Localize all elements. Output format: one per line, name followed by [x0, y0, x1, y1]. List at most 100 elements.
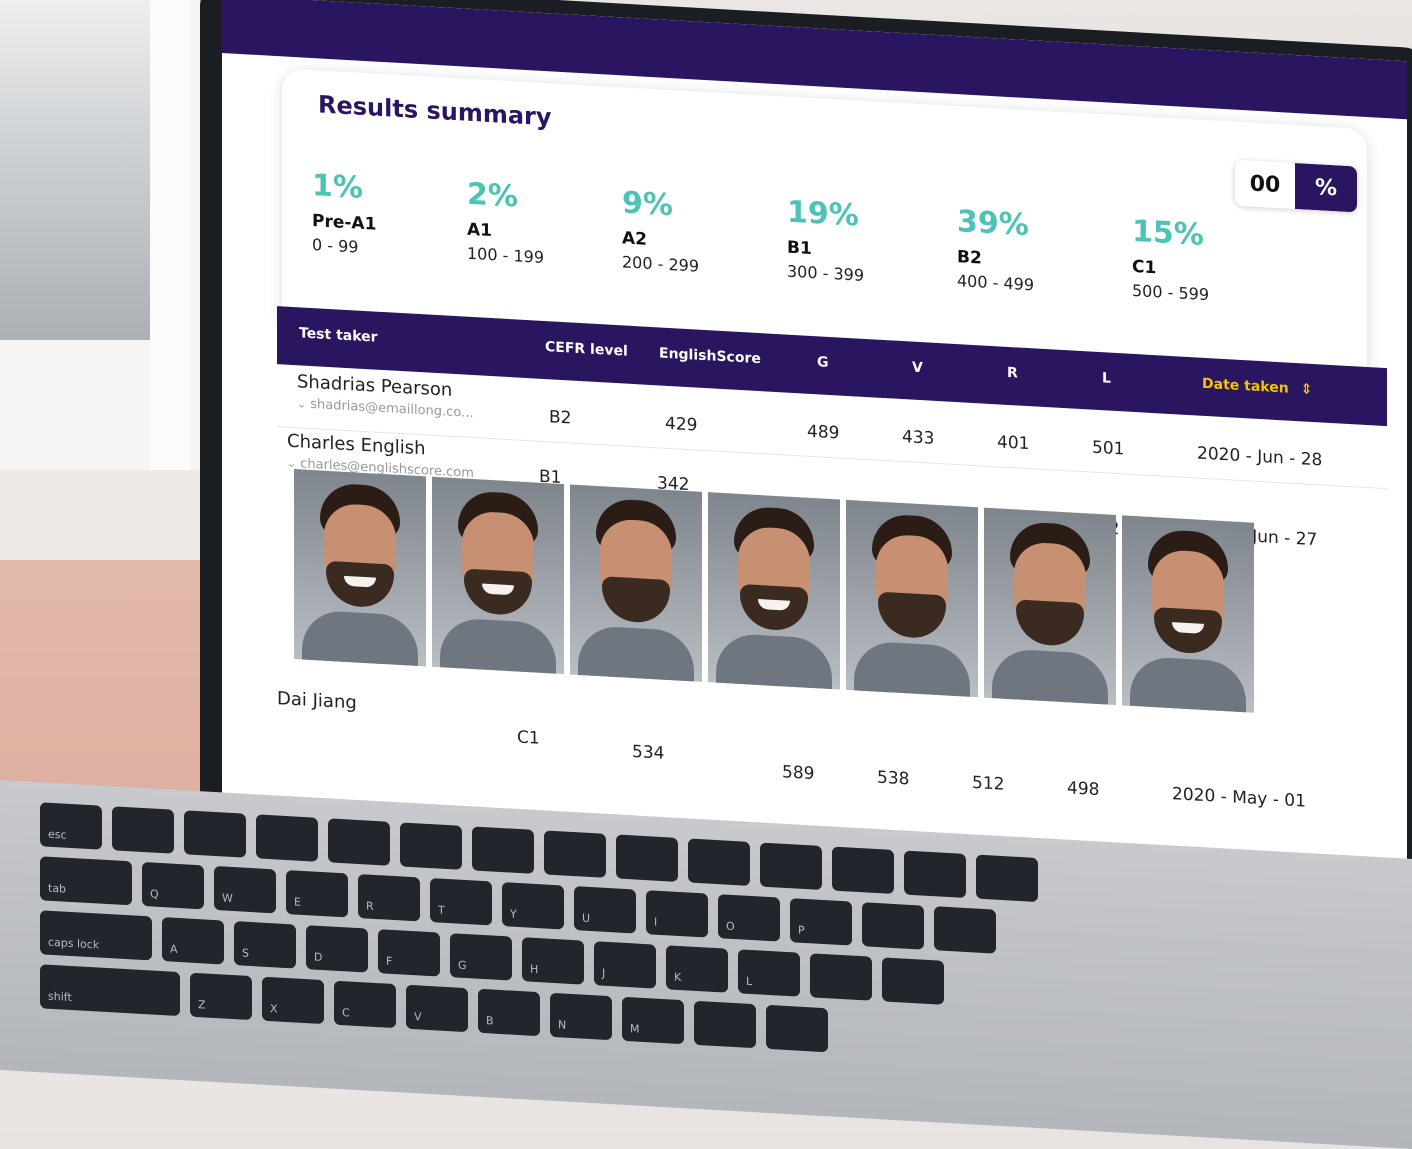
key-shift[interactable]: shift	[40, 964, 180, 1017]
band-percent: 15%	[1132, 213, 1204, 253]
key-g[interactable]: G	[450, 933, 512, 981]
band-pre-a1: 1% Pre-A1 0 - 99	[312, 168, 462, 262]
key-s[interactable]: S	[234, 921, 296, 969]
col-l[interactable]: L	[1102, 370, 1111, 387]
count-mode-button[interactable]: 00	[1235, 159, 1295, 209]
englishscore-cell: 429	[665, 413, 698, 436]
r-cell: 512	[972, 772, 1005, 795]
key[interactable]	[904, 850, 966, 899]
key-d[interactable]: D	[306, 925, 368, 973]
results-summary-title: Results summary	[318, 90, 552, 132]
englishscore-cell: 534	[632, 741, 665, 764]
key-r[interactable]: R	[358, 874, 420, 922]
face-photo	[1122, 515, 1254, 713]
test-taker-cell: Dai Jiang	[277, 688, 357, 713]
key-k[interactable]: K	[666, 945, 728, 993]
face-photo	[846, 499, 978, 698]
col-r[interactable]: R	[1007, 364, 1018, 382]
key[interactable]	[934, 906, 996, 954]
key-z[interactable]: Z	[190, 972, 252, 1021]
key-tab[interactable]: tab	[40, 856, 132, 906]
key[interactable]	[256, 814, 318, 862]
chevron-down-icon[interactable]: ⌄	[297, 397, 307, 411]
key-l[interactable]: L	[738, 949, 800, 997]
key-x[interactable]: X	[262, 976, 324, 1025]
key-t[interactable]: T	[430, 878, 492, 926]
band-range: 300 - 399	[787, 261, 865, 285]
col-cefr-level[interactable]: CEFR level	[545, 339, 628, 360]
key[interactable]	[760, 842, 822, 890]
face-photo	[294, 469, 426, 667]
face-photo-strip	[294, 469, 1254, 723]
key[interactable]	[544, 830, 606, 878]
percent-mode-button[interactable]: %	[1295, 162, 1357, 213]
window-bar	[150, 0, 190, 520]
key-i[interactable]: I	[646, 890, 708, 938]
key[interactable]	[616, 834, 678, 882]
cefr-cell: B2	[549, 407, 572, 429]
band-level: A1	[467, 219, 492, 242]
key-c[interactable]: C	[334, 980, 396, 1029]
key[interactable]	[810, 953, 872, 1001]
key[interactable]	[688, 838, 750, 886]
col-test-taker[interactable]: Test taker	[299, 325, 378, 346]
key-q[interactable]: Q	[142, 861, 204, 910]
key[interactable]	[882, 957, 944, 1005]
key-p[interactable]: P	[790, 898, 852, 946]
key-b[interactable]: B	[478, 988, 540, 1037]
band-a1: 2% A1 100 - 199	[467, 177, 617, 271]
key-o[interactable]: O	[718, 894, 780, 942]
band-level: B2	[957, 247, 982, 269]
key-e[interactable]: E	[286, 869, 348, 918]
face-photo	[570, 484, 702, 682]
key-caps-lock[interactable]: caps lock	[40, 910, 152, 961]
face-photo	[708, 492, 840, 690]
band-c1: 15% C1 500 - 599	[1132, 214, 1282, 308]
band-percent: 19%	[787, 194, 859, 234]
key-j[interactable]: J	[594, 941, 656, 989]
key-h[interactable]: H	[522, 937, 584, 985]
key[interactable]	[832, 846, 894, 894]
key[interactable]	[976, 854, 1038, 903]
key-v[interactable]: V	[406, 984, 468, 1033]
key-a[interactable]: A	[162, 917, 224, 965]
band-range: 400 - 499	[957, 271, 1035, 295]
key[interactable]	[862, 902, 924, 950]
col-date-taken[interactable]: Date taken ⇕	[1202, 376, 1312, 398]
key-n[interactable]: N	[550, 992, 612, 1041]
col-englishscore[interactable]: EnglishScore	[659, 345, 761, 368]
col-g[interactable]: G	[817, 354, 829, 371]
band-range: 500 - 599	[1132, 280, 1210, 305]
key-w[interactable]: W	[214, 865, 276, 914]
key[interactable]	[694, 1000, 756, 1049]
key[interactable]	[472, 826, 534, 874]
key[interactable]	[766, 1004, 828, 1053]
face-photo	[984, 507, 1116, 705]
band-level: A2	[622, 228, 647, 250]
l-cell: 498	[1067, 778, 1100, 801]
key[interactable]	[184, 810, 246, 858]
band-level: Pre-A1	[312, 211, 377, 235]
band-percent: 39%	[957, 204, 1029, 244]
col-v[interactable]: V	[912, 359, 923, 377]
g-cell: 489	[807, 421, 840, 444]
key-esc[interactable]: esc	[40, 802, 102, 850]
date-cell: 2020 - Jun - 28	[1197, 443, 1323, 471]
key-f[interactable]: F	[378, 929, 440, 977]
band-percent: 1%	[312, 168, 363, 206]
g-cell: 589	[782, 762, 815, 785]
key-m[interactable]: M	[622, 996, 684, 1045]
display-mode-toggle[interactable]: 00 %	[1235, 159, 1357, 213]
sort-icon[interactable]: ⇕	[1300, 381, 1313, 398]
band-b2: 39% B2 400 - 499	[957, 204, 1107, 298]
key-y[interactable]: Y	[502, 882, 564, 930]
col-date-taken-label: Date taken	[1202, 375, 1289, 397]
band-level: C1	[1132, 256, 1157, 279]
v-cell: 538	[877, 767, 910, 790]
key[interactable]	[112, 806, 174, 854]
band-b1: 19% B1 300 - 399	[787, 195, 937, 289]
key[interactable]	[328, 818, 390, 866]
key-u[interactable]: U	[574, 886, 636, 934]
key[interactable]	[400, 822, 462, 870]
face-photo	[432, 476, 564, 675]
